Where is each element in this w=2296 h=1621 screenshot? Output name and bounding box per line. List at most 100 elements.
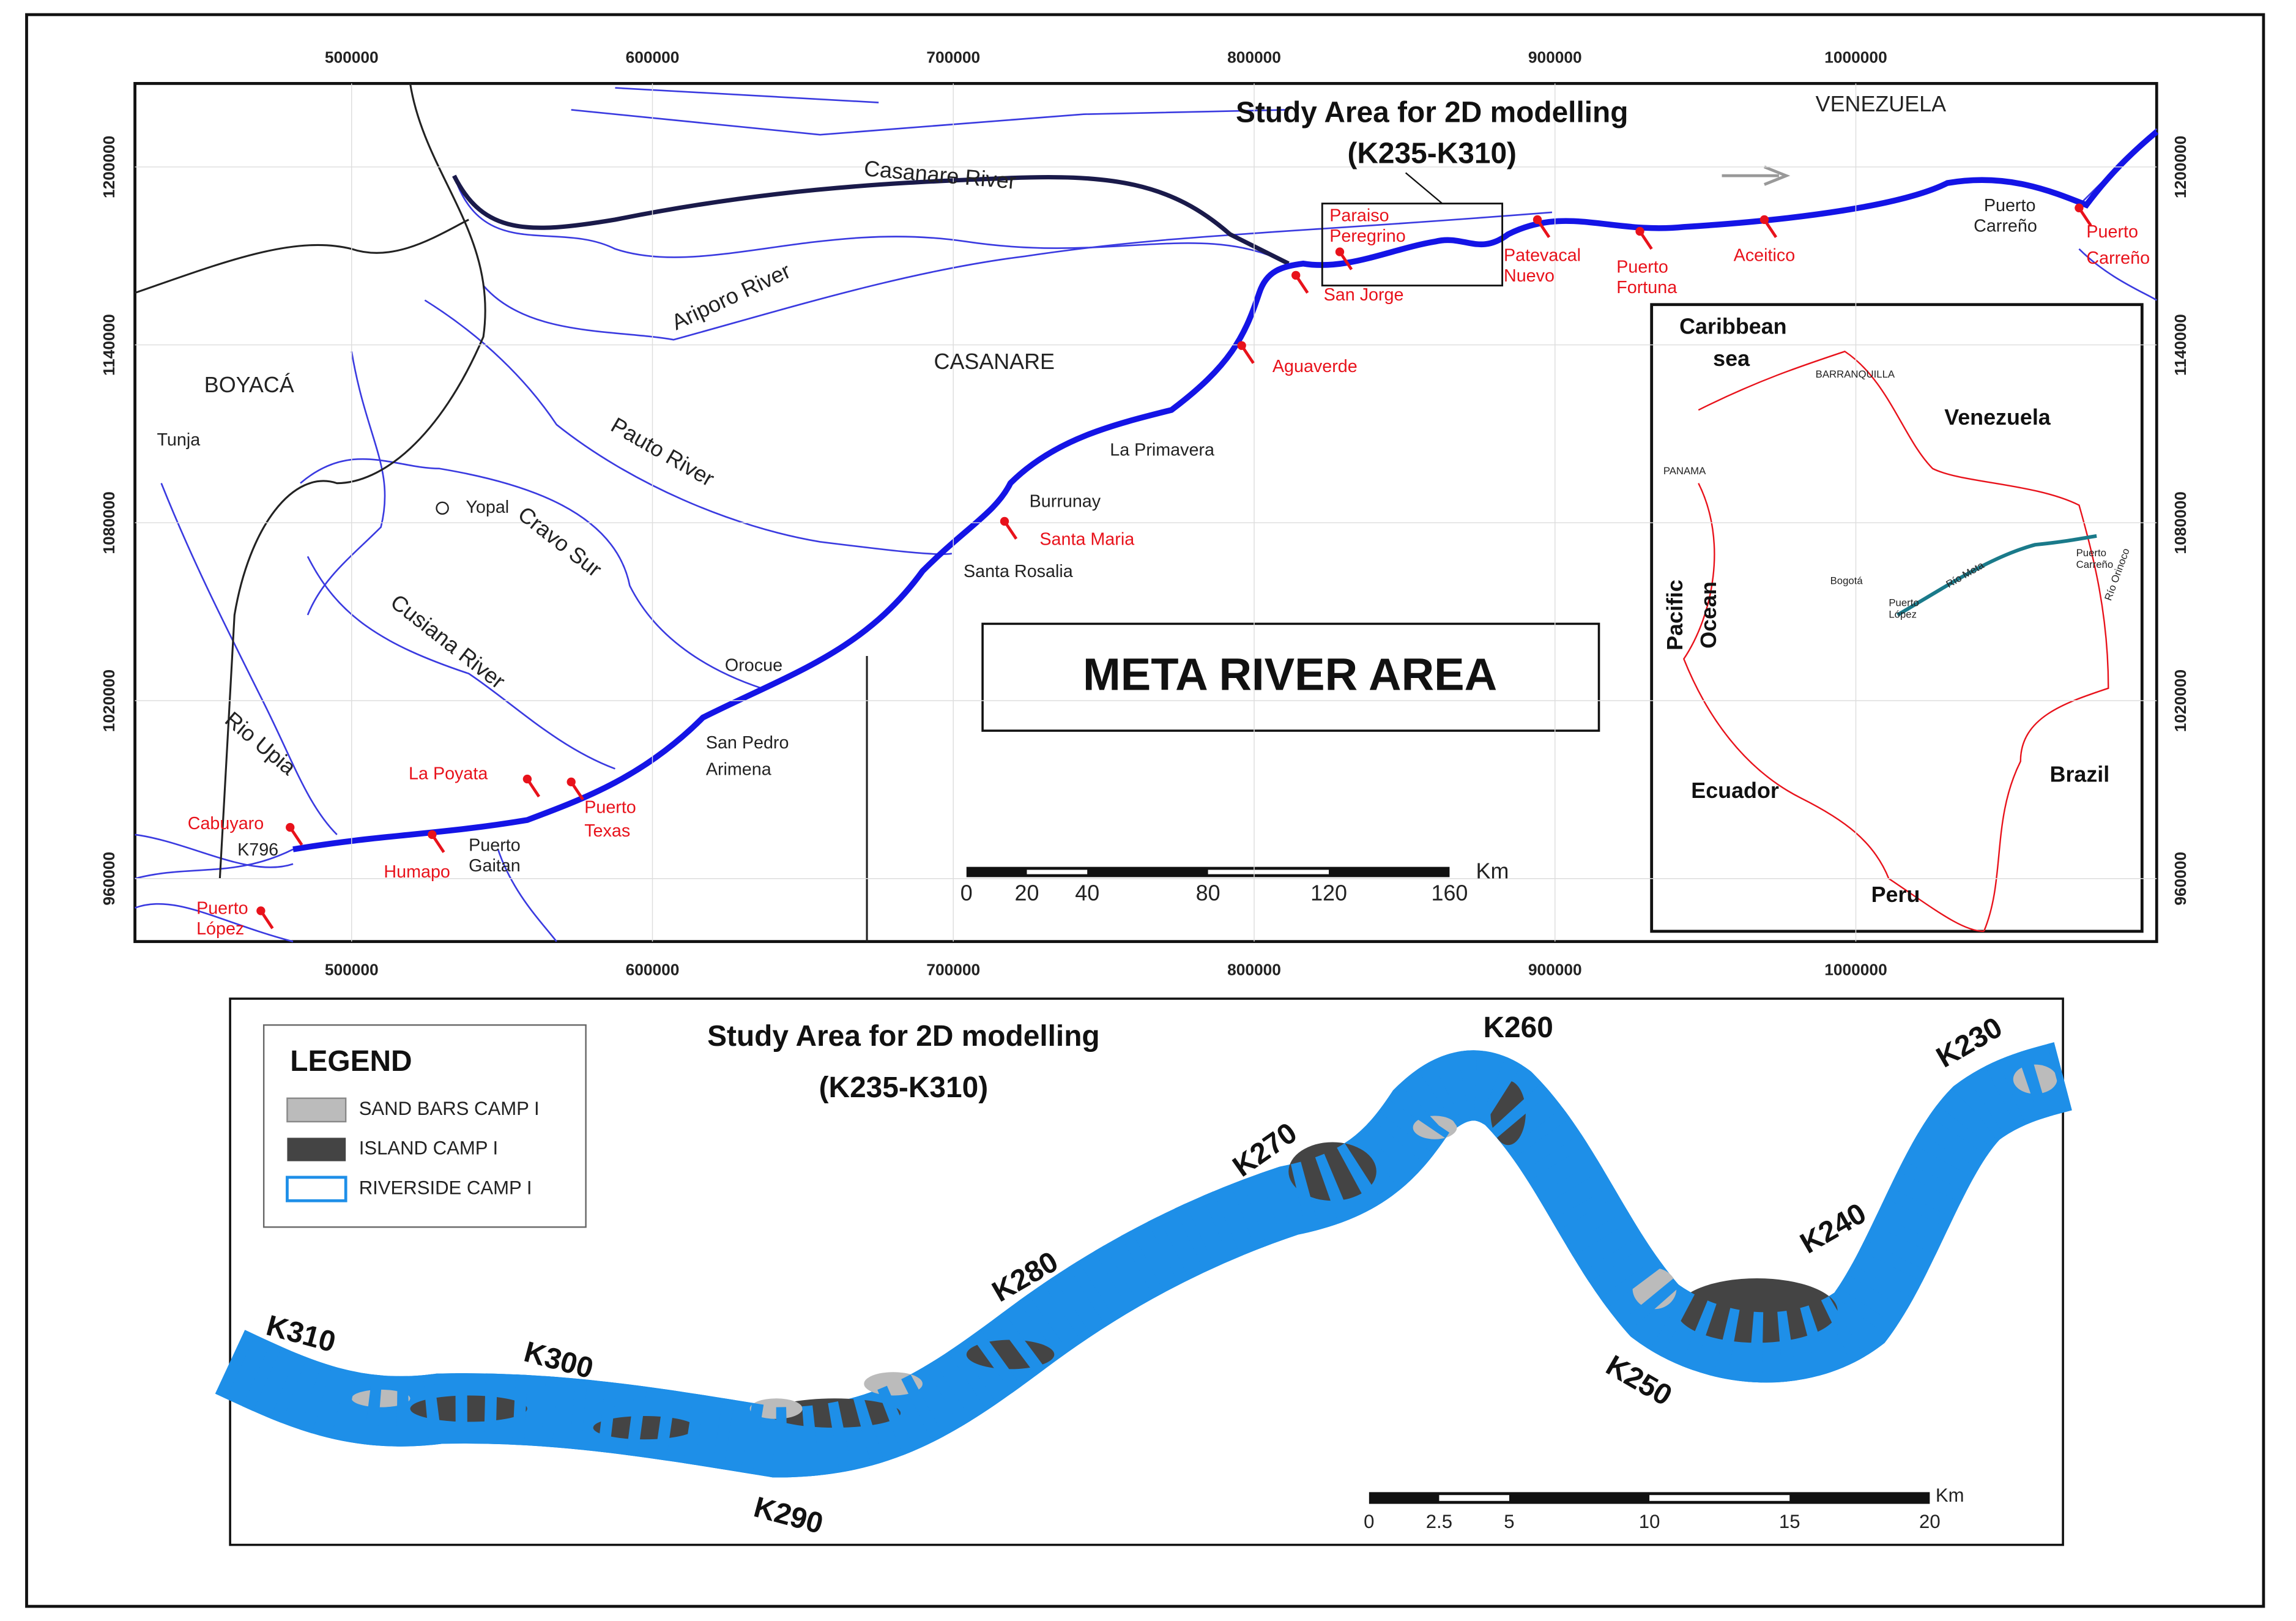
x-tick-label: 700000 <box>926 48 980 67</box>
map-title: META RIVER AREA <box>1083 649 1497 700</box>
place-marker <box>1635 226 1644 236</box>
inset-label: Puerto <box>2076 547 2106 559</box>
x-tick-label: 800000 <box>1227 48 1281 67</box>
scale-segments <box>1027 870 1329 874</box>
inset-label: Puerto <box>1889 597 1919 608</box>
y-tick-label: 1020000 <box>2171 669 2190 732</box>
scale-segment <box>1027 870 1088 874</box>
shape <box>1676 1278 1838 1343</box>
scale-label: 10 <box>1639 1511 1660 1532</box>
shape <box>2078 248 2157 301</box>
scale-label: 40 <box>1075 881 1099 906</box>
shape <box>1288 1142 1376 1201</box>
flow-arrow <box>1722 165 1791 186</box>
title-box <box>981 622 1600 732</box>
place-marker <box>1533 215 1542 225</box>
scale-label: 5 <box>1504 1511 1514 1532</box>
inset-label: Brazil <box>2050 762 2110 787</box>
shape <box>218 83 486 879</box>
legend-title: LEGEND <box>290 1045 412 1078</box>
main-map <box>133 82 2159 944</box>
shape <box>453 175 1289 264</box>
y-tick-label: 1140000 <box>100 314 118 376</box>
scale-label: 80 <box>1196 881 1220 906</box>
shape <box>410 1395 527 1422</box>
place-marker <box>1759 215 1769 225</box>
scale-label: 0 <box>1364 1511 1374 1532</box>
legend-swatch <box>286 1176 347 1202</box>
shape <box>307 351 386 616</box>
x-tick-label: 700000 <box>926 960 980 978</box>
place-label: Puerto <box>2086 222 2138 242</box>
region-label: CASANARE <box>934 349 1055 374</box>
y-tick-label: 1140000 <box>2171 314 2190 376</box>
y-tick-label: 1080000 <box>2171 491 2190 554</box>
place-label: San Pedro <box>706 733 789 753</box>
place-label: Cabuyaro <box>188 814 264 833</box>
place-marker <box>1000 516 1009 526</box>
shape <box>483 211 1553 341</box>
place-marker <box>1237 341 1246 350</box>
inset-label: Ecuador <box>1691 778 1779 803</box>
place-label: Paraiso <box>1329 206 1389 226</box>
scale-label: 0 <box>960 881 973 906</box>
study-area-pointer <box>1405 172 1443 204</box>
inset-label: Ocean <box>1696 581 1721 649</box>
y-tick-label: 1080000 <box>100 491 118 554</box>
place-label: Carreño <box>1974 216 2037 236</box>
place-label: Orocue <box>725 655 782 675</box>
legend-item: SAND BARS CAMP I <box>359 1098 540 1119</box>
scale-label: 160 <box>1432 881 1468 906</box>
place-label: La Primavera <box>1110 441 1214 460</box>
inset-label: BARRANQUILLA <box>1816 368 1895 380</box>
place-marker <box>1291 270 1301 280</box>
inset-label: Caribbean <box>1679 315 1786 339</box>
place-label: Peregrino <box>1329 226 1405 246</box>
study-area-label: Study Area for 2D modelling <box>1236 96 1629 129</box>
place-label: Puerto <box>196 899 248 919</box>
scale-segment <box>1439 1495 1509 1501</box>
detail-map <box>230 997 2063 1546</box>
legend-item: ISLAND CAMP I <box>359 1138 499 1159</box>
y-tick-label: 1020000 <box>100 669 118 732</box>
place-label: Puerto <box>469 836 521 855</box>
x-tick-label: 600000 <box>626 48 680 67</box>
place-label: Patevacal <box>1504 245 1581 265</box>
shape <box>424 299 953 555</box>
place-label: Tunja <box>157 430 200 450</box>
study-area-box <box>1321 203 1504 287</box>
scale-label: 15 <box>1779 1511 1800 1532</box>
scale-unit: Km <box>1936 1485 1964 1506</box>
place-marker <box>567 777 576 787</box>
shape <box>135 218 469 294</box>
y-tick-label: 960000 <box>100 852 118 906</box>
casanare-river <box>452 174 1290 266</box>
place-label: Puerto <box>1616 257 1668 277</box>
tributaries <box>135 87 2158 942</box>
study-area-label: (K235-K310) <box>1347 137 1517 170</box>
x-tick-label: 1000000 <box>1824 48 1887 67</box>
inset-meta <box>1897 534 2097 617</box>
scale-label: 20 <box>1015 881 1039 906</box>
legend-swatch <box>286 1097 347 1123</box>
place-label: López <box>196 919 244 939</box>
inset-label: Carreño <box>2076 559 2114 570</box>
inset-label: sea <box>1713 346 1750 371</box>
place-marker <box>428 830 437 840</box>
scale-label: 2.5 <box>1426 1511 1452 1532</box>
place-label: San Jorge <box>1324 285 1404 305</box>
place-marker <box>1335 247 1345 256</box>
x-tick-label: 900000 <box>1528 48 1582 67</box>
region-label: VENEZUELA <box>1816 92 1946 116</box>
shape <box>135 833 294 868</box>
y-tick-label: 1200000 <box>2171 136 2190 198</box>
inset-label: Pacific <box>1663 579 1687 650</box>
place-label: Fortuna <box>1616 278 1677 297</box>
y-tick-label: 1200000 <box>100 136 118 198</box>
inset-borders <box>1682 350 2109 933</box>
place-label: La Poyata <box>409 764 488 783</box>
place-marker <box>286 822 295 832</box>
x-tick-label: 600000 <box>626 960 680 978</box>
inset-label: Bogotá <box>1830 575 1863 586</box>
